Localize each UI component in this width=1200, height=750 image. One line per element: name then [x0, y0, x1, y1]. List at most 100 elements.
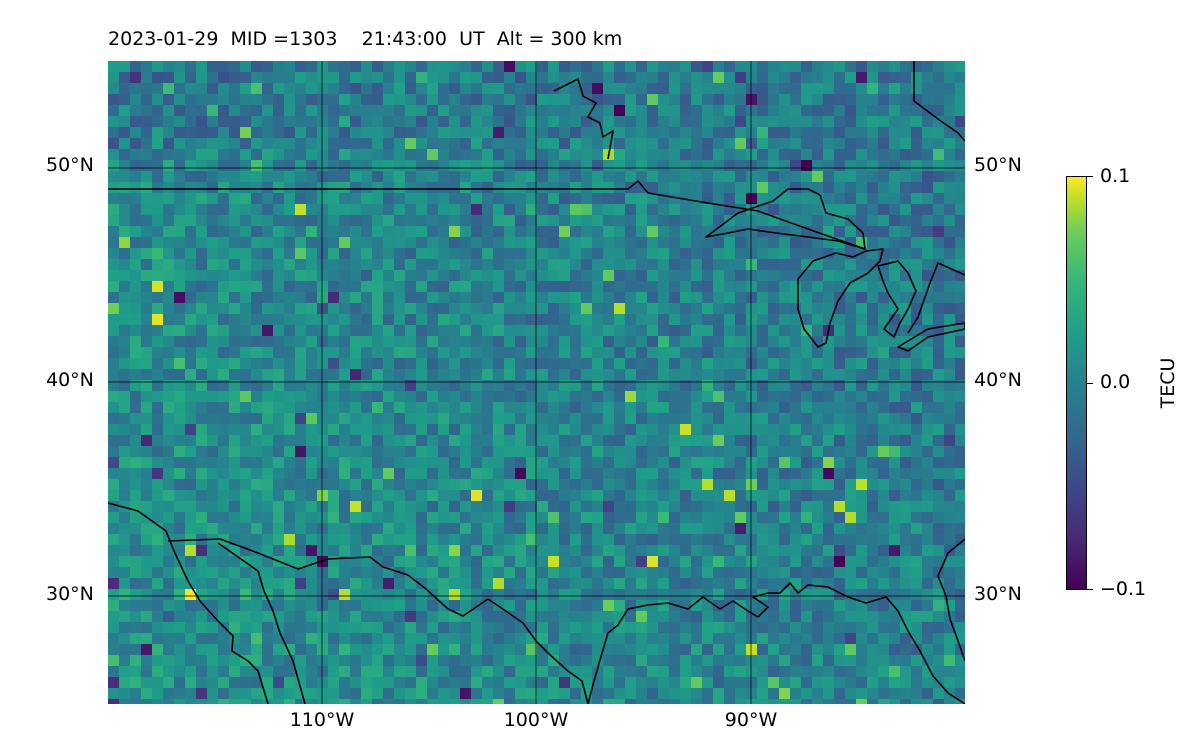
tec-cell — [801, 314, 812, 325]
tec-cell — [251, 292, 262, 303]
tec-cell — [163, 182, 174, 193]
tec-cell — [570, 347, 581, 358]
tec-cell — [383, 292, 394, 303]
tec-cell — [174, 479, 185, 490]
tec-cell — [526, 479, 537, 490]
tec-cell — [867, 127, 878, 138]
tec-cell — [251, 215, 262, 226]
tec-cell — [493, 116, 504, 127]
tec-cell — [570, 138, 581, 149]
tec-cell — [900, 435, 911, 446]
tec-cell — [207, 468, 218, 479]
tec-cell — [251, 600, 262, 611]
tec-cell — [735, 523, 746, 534]
tec-cell — [757, 61, 768, 72]
tec-cell — [504, 259, 515, 270]
tec-cell — [768, 105, 779, 116]
tec-cell — [108, 622, 119, 633]
tec-cell — [955, 468, 965, 479]
tec-map[interactable] — [108, 61, 965, 704]
tec-cell — [922, 182, 933, 193]
tec-cell — [207, 281, 218, 292]
tec-cell — [713, 83, 724, 94]
tec-cell — [757, 358, 768, 369]
tec-cell — [273, 369, 284, 380]
tec-cell — [669, 490, 680, 501]
tec-cell — [735, 501, 746, 512]
tec-cell — [493, 292, 504, 303]
tec-cell — [559, 545, 570, 556]
tec-cell — [163, 523, 174, 534]
tec-cell — [108, 281, 119, 292]
tec-cell — [647, 226, 658, 237]
tec-cell — [757, 138, 768, 149]
tec-cell — [581, 270, 592, 281]
tec-cell — [537, 116, 548, 127]
tec-cell — [229, 490, 240, 501]
tec-cell — [856, 94, 867, 105]
tec-cell — [680, 380, 691, 391]
tec-cell — [174, 545, 185, 556]
tec-cell — [515, 204, 526, 215]
tec-cell — [713, 446, 724, 457]
tec-cell — [229, 248, 240, 259]
tec-cell — [229, 556, 240, 567]
tec-cell — [713, 457, 724, 468]
tec-cell — [812, 314, 823, 325]
tec-cell — [867, 369, 878, 380]
tec-cell — [944, 259, 955, 270]
tec-cell — [449, 622, 460, 633]
tec-cell — [955, 369, 965, 380]
lake-ontario-coast — [907, 262, 965, 334]
tec-cell — [262, 446, 273, 457]
tec-cell — [570, 72, 581, 83]
tec-cell — [482, 303, 493, 314]
tec-cell — [856, 578, 867, 589]
tec-cell — [493, 644, 504, 655]
tec-cell — [482, 347, 493, 358]
tec-cell — [284, 413, 295, 424]
tec-cell — [273, 413, 284, 424]
tec-cell — [416, 655, 427, 666]
tec-cell — [570, 314, 581, 325]
tec-cell — [790, 611, 801, 622]
tec-cell — [526, 633, 537, 644]
tec-cell — [196, 523, 207, 534]
tec-cell — [713, 600, 724, 611]
tec-cell — [229, 281, 240, 292]
tec-cell — [801, 281, 812, 292]
tec-cell — [350, 94, 361, 105]
tec-cell — [394, 292, 405, 303]
tec-cell — [141, 127, 152, 138]
tec-cell — [944, 270, 955, 281]
tec-cell — [559, 402, 570, 413]
tec-cell — [537, 479, 548, 490]
tec-cell — [570, 292, 581, 303]
tec-cell — [273, 259, 284, 270]
tec-cell — [636, 105, 647, 116]
tec-cell — [548, 116, 559, 127]
tec-cell — [790, 556, 801, 567]
tec-cell — [856, 325, 867, 336]
tec-cell — [592, 523, 603, 534]
tec-cell — [834, 490, 845, 501]
tec-cell — [790, 391, 801, 402]
tec-cell — [295, 347, 306, 358]
tec-cell — [196, 105, 207, 116]
tec-cell — [152, 314, 163, 325]
tec-cell — [647, 424, 658, 435]
tec-cell — [262, 578, 273, 589]
tec-cell — [779, 457, 790, 468]
tec-cell — [790, 105, 801, 116]
tec-cell — [614, 347, 625, 358]
tec-cell — [823, 281, 834, 292]
tec-cell — [537, 402, 548, 413]
tec-cell — [625, 666, 636, 677]
tec-cell — [658, 358, 669, 369]
tec-cell — [108, 94, 119, 105]
tec-cell — [944, 314, 955, 325]
tec-cell — [812, 545, 823, 556]
tec-cell — [592, 501, 603, 512]
tec-cell — [691, 479, 702, 490]
tec-cell — [339, 556, 350, 567]
